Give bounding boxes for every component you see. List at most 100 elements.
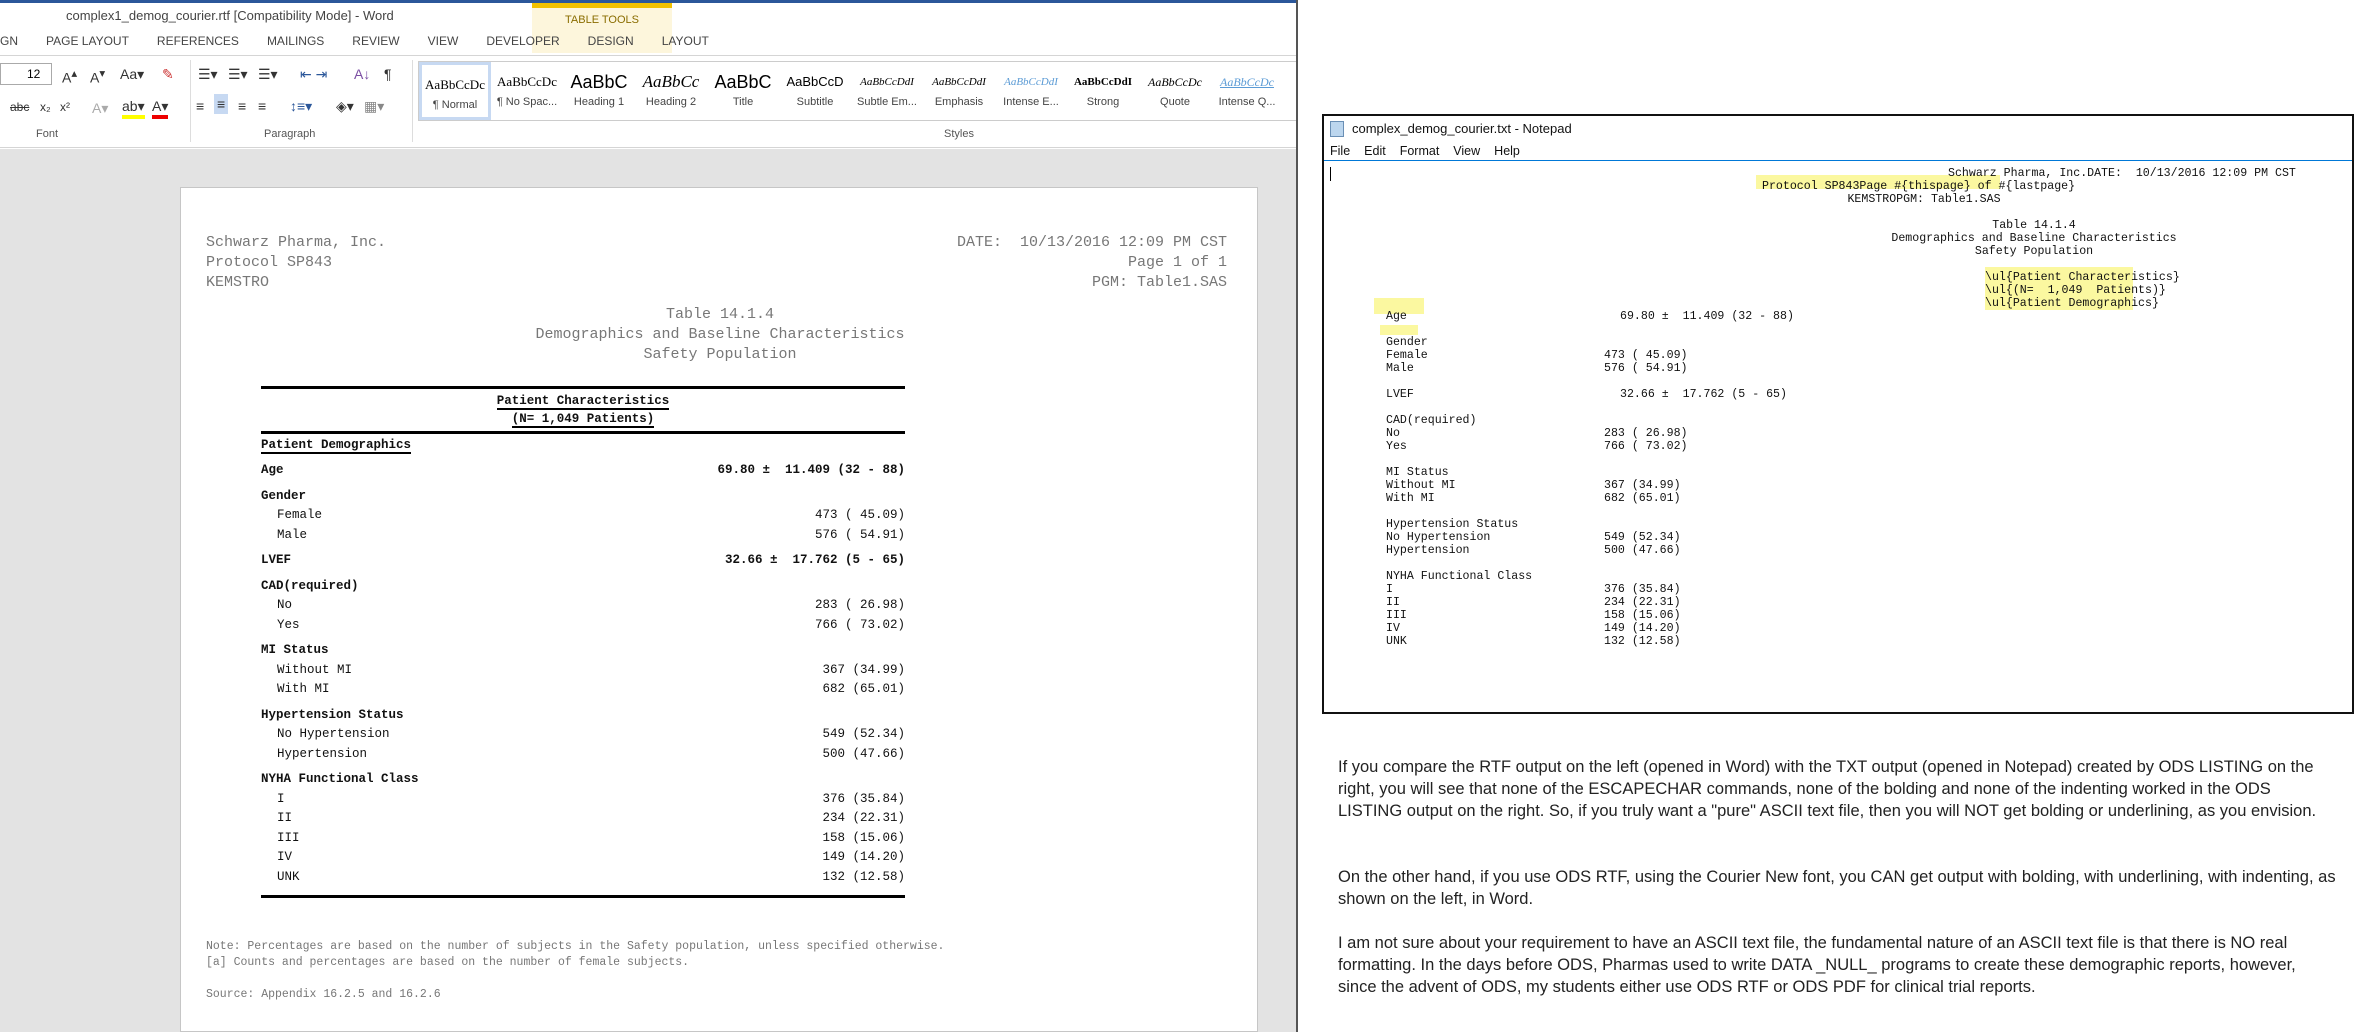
row-label: III [277, 830, 300, 845]
np-row-value: 158 (15.06) [1604, 609, 1681, 622]
np-row-label: No Hypertension [1386, 531, 1491, 544]
text-effects-icon[interactable]: A▾ [92, 100, 109, 116]
np-row-value: 367 (34.99) [1604, 479, 1681, 492]
table-row: III 158 (15.06) [261, 829, 905, 849]
highlight [1756, 175, 2000, 189]
style-intense-quote[interactable]: AaBbCcDc Intense Q... [1211, 62, 1283, 120]
notepad-title: complex_demog_courier.txt - Notepad [1352, 121, 1572, 136]
style-strong[interactable]: AaBbCcDdI Strong [1067, 62, 1139, 120]
header-drug: KEMSTRO [206, 274, 270, 291]
table-row: LVEF 32.66 ± 17.762 (5 - 65) [261, 551, 905, 571]
tab-mailings[interactable]: MAILINGS [266, 34, 325, 48]
row-label: MI Status [261, 643, 329, 657]
menu-format[interactable]: Format [1399, 144, 1440, 158]
numbering-icon[interactable]: ☰▾ [228, 66, 248, 82]
tab-developer[interactable]: DEVELOPER [486, 34, 560, 48]
np-row-value: 376 (35.84) [1604, 583, 1681, 596]
document-page[interactable]: Schwarz Pharma, Inc. Protocol SP843 KEMS… [180, 187, 1258, 1032]
style-title[interactable]: AaBbC Title [707, 62, 779, 120]
align-right-icon[interactable]: ≡ [238, 98, 247, 114]
style-preview: AaBbCcDdI [932, 76, 986, 88]
menu-edit[interactable]: Edit [1364, 144, 1386, 158]
header-company: Schwarz Pharma, Inc. [206, 234, 387, 251]
np-row-value: 69.80 ± 11.409 (32 - 88) [1620, 310, 1794, 323]
tab-design-partial[interactable]: GN [0, 34, 18, 48]
style-preview: AaBbCcDc [497, 74, 557, 89]
style-normal[interactable]: AaBbCcDc ¶ Normal [419, 62, 491, 120]
tab-view[interactable]: VIEW [427, 34, 459, 48]
notepad-text-area[interactable]: Schwarz Pharma, Inc.DATE: 10/13/2016 12:… [1324, 160, 2352, 712]
align-left-icon[interactable]: ≡ [196, 98, 205, 114]
np-row-value: 32.66 ± 17.762 (5 - 65) [1620, 388, 1787, 401]
np-row-value: 132 (12.58) [1604, 635, 1681, 648]
np-row-label: UNK [1386, 635, 1407, 648]
ribbon-tabs: GN PAGE LAYOUT REFERENCES MAILINGS REVIE… [0, 34, 723, 54]
style-preview: AaBbCcDc [425, 77, 485, 92]
table-rows: Age 69.80 ± 11.409 (32 - 88) Gender Female 4… [261, 461, 905, 887]
table-row: NYHA Functional Class [261, 770, 905, 790]
font-size-value: 12 [27, 67, 41, 81]
indent-icons[interactable]: ⇤ ⇥ [300, 66, 328, 82]
superscript-icon[interactable]: x² [60, 100, 70, 114]
style-quote[interactable]: AaBbCcDc Quote [1139, 62, 1211, 120]
np-row-value: 682 (65.01) [1604, 492, 1681, 505]
line-spacing-icon[interactable]: ↕≡▾ [290, 98, 313, 114]
column-header-line2: (N= 1,049 Patients) [511, 412, 655, 428]
table-row: Male 576 ( 54.91) [261, 526, 905, 546]
style-subtitle[interactable]: AaBbCcD Subtitle [779, 62, 851, 120]
np-row-value: 149 (14.20) [1604, 622, 1681, 635]
np-header-line: Protocol SP843Page #{thispage} of #{last… [1762, 180, 2076, 193]
borders-icon[interactable]: ▦▾ [364, 98, 385, 114]
change-case-icon[interactable]: Aa▾ [120, 66, 145, 82]
shrink-font-icon[interactable]: A▾ [90, 67, 106, 86]
justify-icon[interactable]: ≡ [258, 98, 267, 114]
tab-page-layout[interactable]: PAGE LAYOUT [46, 34, 129, 48]
header-page: Page 1 of 1 [1127, 254, 1227, 271]
row-value: 682 (65.01) [822, 682, 905, 696]
shading-icon[interactable]: ◈▾ [336, 98, 354, 114]
row-value: 149 (14.20) [822, 850, 905, 864]
tab-table-layout[interactable]: LAYOUT [661, 34, 709, 48]
column-header: Patient Characteristics (N= 1,049 Patient… [261, 389, 905, 431]
menu-file[interactable]: File [1330, 144, 1351, 158]
highlight [1985, 267, 2133, 310]
row-value: 367 (34.99) [822, 662, 905, 677]
show-marks-icon[interactable]: ¶ [384, 66, 392, 82]
highlight-icon[interactable]: ab▾ [122, 98, 145, 119]
table-row: No 283 ( 26.98) [261, 596, 905, 616]
clear-format-icon[interactable]: ✎ [162, 66, 174, 82]
table-row: Without MI 367 (34.99) [261, 661, 905, 681]
grow-font-icon[interactable]: A▴ [62, 67, 78, 86]
tab-table-design[interactable]: DESIGN [587, 34, 634, 48]
notepad-menu: File Edit Format View Help [1330, 144, 1534, 158]
strikethrough-icon[interactable]: abc [10, 100, 30, 114]
align-center-icon[interactable]: ≡ [214, 94, 229, 114]
notepad-window: complex_demog_courier.txt - Notepad File… [1322, 114, 2354, 714]
style-no-spacing[interactable]: AaBbCcDc ¶ No Spac... [491, 62, 563, 120]
np-row-label: Hypertension Status [1386, 518, 1519, 531]
style-intense-emphasis[interactable]: AaBbCcDdI Intense E... [995, 62, 1067, 120]
table-row: Hypertension Status [261, 706, 905, 726]
table-row: With MI 682 (65.01) [261, 680, 905, 700]
style-emphasis[interactable]: AaBbCcDdI Emphasis [923, 62, 995, 120]
style-heading-2[interactable]: AaBbCc Heading 2 [635, 62, 707, 120]
bullets-icon[interactable]: ☰▾ [198, 66, 218, 82]
font-color-icon[interactable]: A▾ [152, 98, 169, 119]
table-tools-label: TABLE TOOLS [565, 14, 639, 26]
table-tools-context: TABLE TOOLS [532, 3, 672, 53]
font-size-box[interactable]: 12 [0, 63, 52, 85]
style-name: Heading 2 [645, 96, 697, 108]
tab-review[interactable]: REVIEW [352, 34, 400, 48]
sort-icon[interactable]: A↓ [354, 66, 371, 82]
subscript-icon[interactable]: x₂ [40, 100, 51, 114]
tab-references[interactable]: REFERENCES [156, 34, 239, 48]
menu-help[interactable]: Help [1494, 144, 1520, 158]
style-name: ¶ Normal [432, 99, 478, 111]
multilevel-list-icon[interactable]: ☰▾ [258, 66, 278, 82]
menu-view[interactable]: View [1453, 144, 1481, 158]
text-caret [1330, 167, 1331, 181]
style-heading-1[interactable]: AaBbC Heading 1 [563, 62, 635, 120]
np-ul-line: \ul{Patient Demographics} [1985, 297, 2159, 310]
row-value: 32.66 ± 17.762 (5 - 65) [724, 553, 905, 567]
style-subtle-emphasis[interactable]: AaBbCcDdI Subtle Em... [851, 62, 923, 120]
